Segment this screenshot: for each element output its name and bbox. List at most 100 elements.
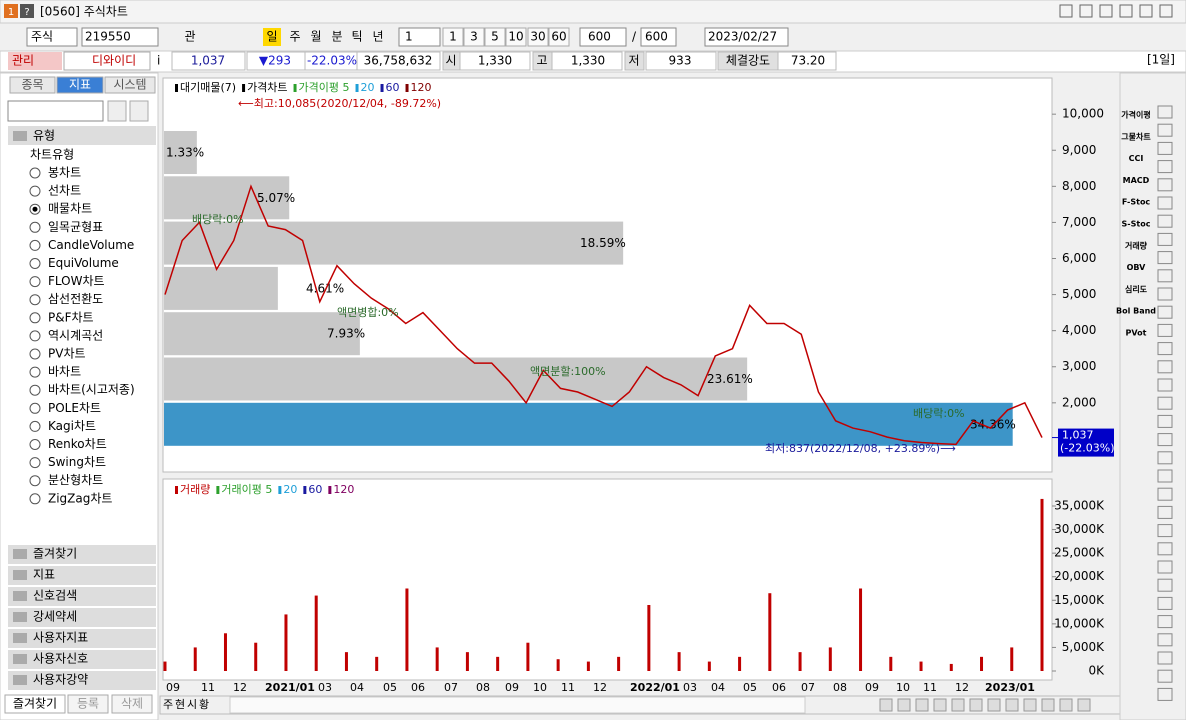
tool-icon[interactable] (1157, 287, 1173, 301)
chart-type[interactable]: 역시계곡선 (48, 328, 103, 342)
step-button[interactable] (505, 27, 527, 47)
code-input[interactable] (81, 27, 159, 47)
nav-button[interactable] (1005, 698, 1019, 712)
shown-input[interactable] (579, 27, 627, 47)
tool-icon[interactable] (1157, 433, 1173, 447)
radio[interactable] (29, 348, 41, 360)
tool-icon[interactable] (1157, 633, 1173, 647)
tool-icon[interactable] (1157, 451, 1173, 465)
chart-type[interactable]: CandleVolume (48, 238, 134, 252)
total-input[interactable] (640, 27, 677, 47)
nav-button[interactable] (987, 698, 1001, 712)
nav-button[interactable] (1059, 698, 1073, 712)
radio[interactable] (29, 276, 41, 288)
radio[interactable] (29, 457, 41, 469)
radio[interactable] (29, 475, 41, 487)
chart-type[interactable]: 바차트(시고저종) (48, 383, 135, 397)
nav-button[interactable] (915, 698, 929, 712)
bottom-tab[interactable]: 황 (199, 698, 209, 711)
indicator-button[interactable]: OBV (1127, 263, 1147, 272)
folder-row[interactable] (8, 671, 156, 690)
radio[interactable] (29, 167, 41, 179)
window-button[interactable] (1119, 4, 1133, 18)
chart-type[interactable]: 일목균형표 (48, 220, 103, 234)
bottom-tab[interactable]: 주 (163, 698, 173, 711)
scrollbar[interactable] (229, 696, 806, 714)
tool-icon[interactable] (1157, 560, 1173, 574)
chart-type[interactable]: P&F차트 (48, 310, 94, 324)
step-button[interactable] (548, 27, 570, 47)
chart-type[interactable]: FLOW차트 (48, 274, 105, 288)
chart-type[interactable]: 매물차트 (48, 202, 92, 216)
nav-button[interactable] (933, 698, 947, 712)
tool-icon[interactable] (1157, 196, 1173, 210)
chart-type[interactable]: 삼선전환도 (48, 292, 103, 306)
indicator-button[interactable]: 그물차트 (1121, 131, 1151, 141)
tool-icon[interactable] (1157, 669, 1173, 683)
window-button[interactable] (1139, 4, 1153, 18)
nav-button[interactable] (879, 698, 893, 712)
indicator-button[interactable]: Bol Band (1116, 307, 1156, 316)
tool-icon[interactable] (1157, 469, 1173, 483)
period-button[interactable]: 분 (331, 30, 342, 44)
indicator-button[interactable]: MACD (1123, 176, 1150, 185)
step-button[interactable] (463, 27, 485, 47)
chart-type[interactable]: Kagi차트 (48, 419, 96, 433)
date-input[interactable] (704, 27, 789, 47)
chart-type[interactable]: Swing차트 (48, 455, 106, 469)
panel-button[interactable] (111, 694, 153, 714)
indicator-button[interactable]: CCI (1129, 154, 1144, 163)
tool-icon[interactable] (1157, 160, 1173, 174)
chart-type[interactable]: 바차트 (48, 365, 81, 379)
tool-icon[interactable] (1157, 651, 1173, 665)
tool-icon[interactable] (1157, 105, 1173, 119)
indicator-button[interactable]: 심리도 (1125, 284, 1148, 294)
radio[interactable] (29, 239, 41, 251)
chart-type[interactable]: 선차트 (48, 184, 81, 198)
nav-button[interactable] (897, 698, 911, 712)
chart-type[interactable]: 분산형차트 (48, 473, 103, 487)
chart-type[interactable]: 봉차트 (48, 166, 81, 180)
step-button[interactable] (527, 27, 549, 47)
tab[interactable] (9, 76, 56, 94)
tool-icon[interactable] (1157, 269, 1173, 283)
tool-icon[interactable] (1157, 232, 1173, 246)
tool-icon[interactable] (1157, 687, 1173, 701)
chart-type[interactable]: POLE차트 (48, 401, 101, 415)
folder-row[interactable] (8, 629, 156, 648)
tab[interactable] (104, 76, 156, 94)
tool-icon[interactable] (1157, 615, 1173, 629)
chart-type[interactable]: Renko차트 (48, 437, 107, 451)
radio[interactable] (29, 439, 41, 450)
period-button[interactable]: 일 (266, 30, 277, 44)
tab[interactable] (56, 76, 104, 94)
radio[interactable] (29, 185, 41, 197)
tool-icon[interactable] (1157, 396, 1173, 410)
radio[interactable] (29, 221, 41, 233)
nav-button[interactable] (951, 698, 965, 712)
indicator-button[interactable]: 가격이평 (1121, 110, 1150, 120)
folder-row[interactable] (8, 545, 156, 564)
period-button[interactable]: 틱 (351, 30, 362, 44)
tool-icon[interactable] (1157, 178, 1173, 192)
folder-row[interactable] (8, 650, 156, 669)
chart-type[interactable]: EquiVolume (48, 256, 119, 270)
tool-icon[interactable] (1157, 141, 1173, 155)
count-select[interactable] (398, 27, 441, 47)
chart-type[interactable]: PV차트 (48, 347, 86, 361)
nav-button[interactable] (969, 698, 983, 712)
tool-icon[interactable] (1157, 487, 1173, 501)
tool-icon[interactable] (1157, 342, 1173, 356)
radio[interactable] (29, 294, 41, 306)
tool-icon[interactable] (1157, 596, 1173, 610)
radio[interactable] (29, 420, 41, 432)
market-select[interactable] (26, 27, 78, 47)
period-button[interactable]: 주 (289, 30, 300, 44)
nav-button[interactable] (1023, 698, 1037, 712)
bottom-tab[interactable]: 시 (187, 698, 197, 711)
folder-row[interactable] (8, 608, 156, 627)
tool-icon[interactable] (1157, 360, 1173, 374)
window-button[interactable] (1159, 4, 1173, 18)
radio[interactable] (29, 258, 41, 269)
indicator-button[interactable]: 거래량 (1125, 240, 1148, 250)
